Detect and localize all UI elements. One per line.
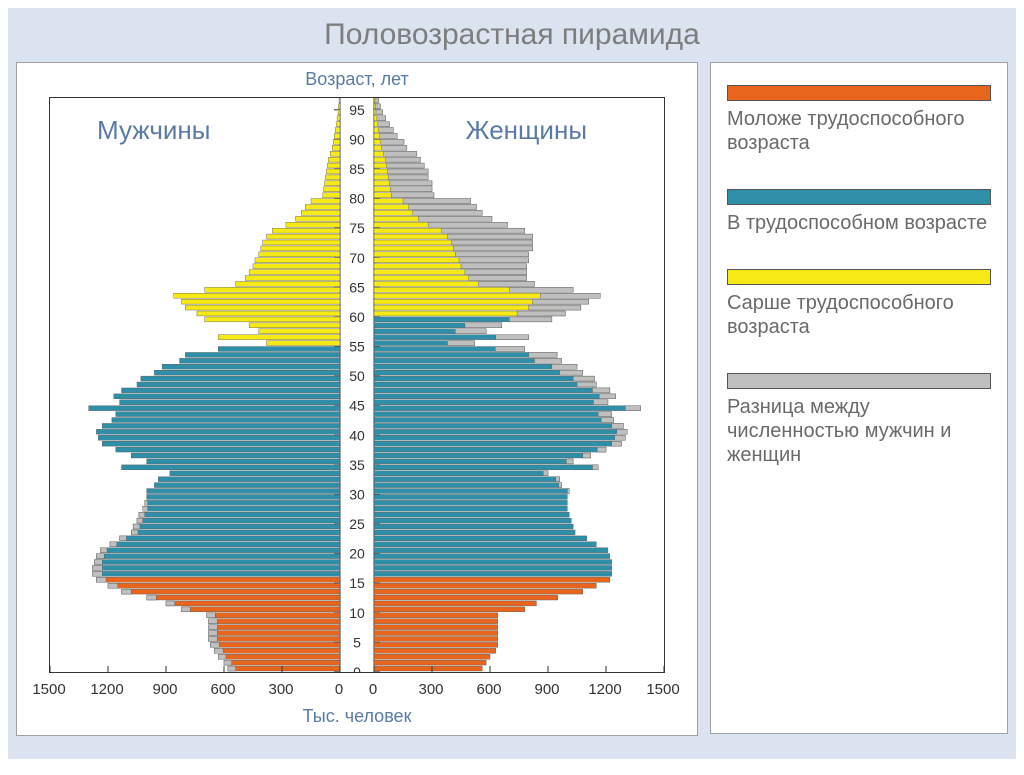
x-tick-label: 1500: [646, 681, 679, 698]
svg-text:65: 65: [349, 279, 365, 295]
svg-text:60: 60: [349, 309, 365, 325]
svg-text:30: 30: [349, 486, 365, 502]
axis-bottom-label: Тыс. человек: [17, 706, 697, 727]
x-tick-label: 0: [369, 681, 377, 698]
svg-text:80: 80: [349, 191, 365, 207]
svg-text:50: 50: [349, 368, 365, 384]
svg-text:85: 85: [349, 161, 365, 177]
legend-swatch: [727, 85, 991, 101]
x-tick-label: 900: [152, 681, 177, 698]
legend-swatch: [727, 373, 991, 389]
legend-label: Моложе трудоспособного возраста: [727, 107, 991, 155]
svg-text:55: 55: [349, 339, 365, 355]
svg-text:95: 95: [349, 102, 365, 118]
legend-item: Разница между численностью мужчин и женщ…: [727, 373, 991, 467]
svg-text:90: 90: [349, 131, 365, 147]
svg-text:15: 15: [349, 575, 365, 591]
svg-text:45: 45: [349, 398, 365, 414]
svg-text:25: 25: [349, 516, 365, 532]
x-tick-label: 1200: [90, 681, 123, 698]
legend-swatch: [727, 189, 991, 205]
pyramid-chart: Возраст, лет Мужчины Женщины 05101520253…: [16, 62, 698, 736]
legend-label: Сарше трудоспособного возраста: [727, 291, 991, 339]
x-tick-label: 300: [268, 681, 293, 698]
svg-text:0: 0: [353, 664, 361, 672]
svg-text:5: 5: [353, 634, 361, 650]
svg-text:35: 35: [349, 457, 365, 473]
legend-label: В трудоспособном возрасте: [727, 211, 991, 235]
page-title: Половозрастная пирамида: [16, 18, 1008, 52]
legend: Моложе трудоспособного возраста В трудосп…: [710, 62, 1008, 734]
x-tick-label: 1500: [32, 681, 65, 698]
legend-item: Моложе трудоспособного возраста: [727, 85, 991, 155]
svg-text:10: 10: [349, 605, 365, 621]
x-tick-label: 600: [476, 681, 501, 698]
legend-label: Разница между численностью мужчин и женщ…: [727, 395, 991, 467]
legend-item: В трудоспособном возрасте: [727, 189, 991, 235]
svg-text:20: 20: [349, 546, 365, 562]
svg-text:75: 75: [349, 220, 365, 236]
x-tick-label: 900: [534, 681, 559, 698]
x-tick-label: 600: [210, 681, 235, 698]
legend-swatch: [727, 269, 991, 285]
svg-text:40: 40: [349, 427, 365, 443]
axis-top-label: Возраст, лет: [17, 69, 697, 90]
x-tick-label: 0: [335, 681, 343, 698]
legend-item: Сарше трудоспособного возраста: [727, 269, 991, 339]
x-tick-label: 300: [418, 681, 443, 698]
x-tick-label: 1200: [588, 681, 621, 698]
svg-text:70: 70: [349, 250, 365, 266]
